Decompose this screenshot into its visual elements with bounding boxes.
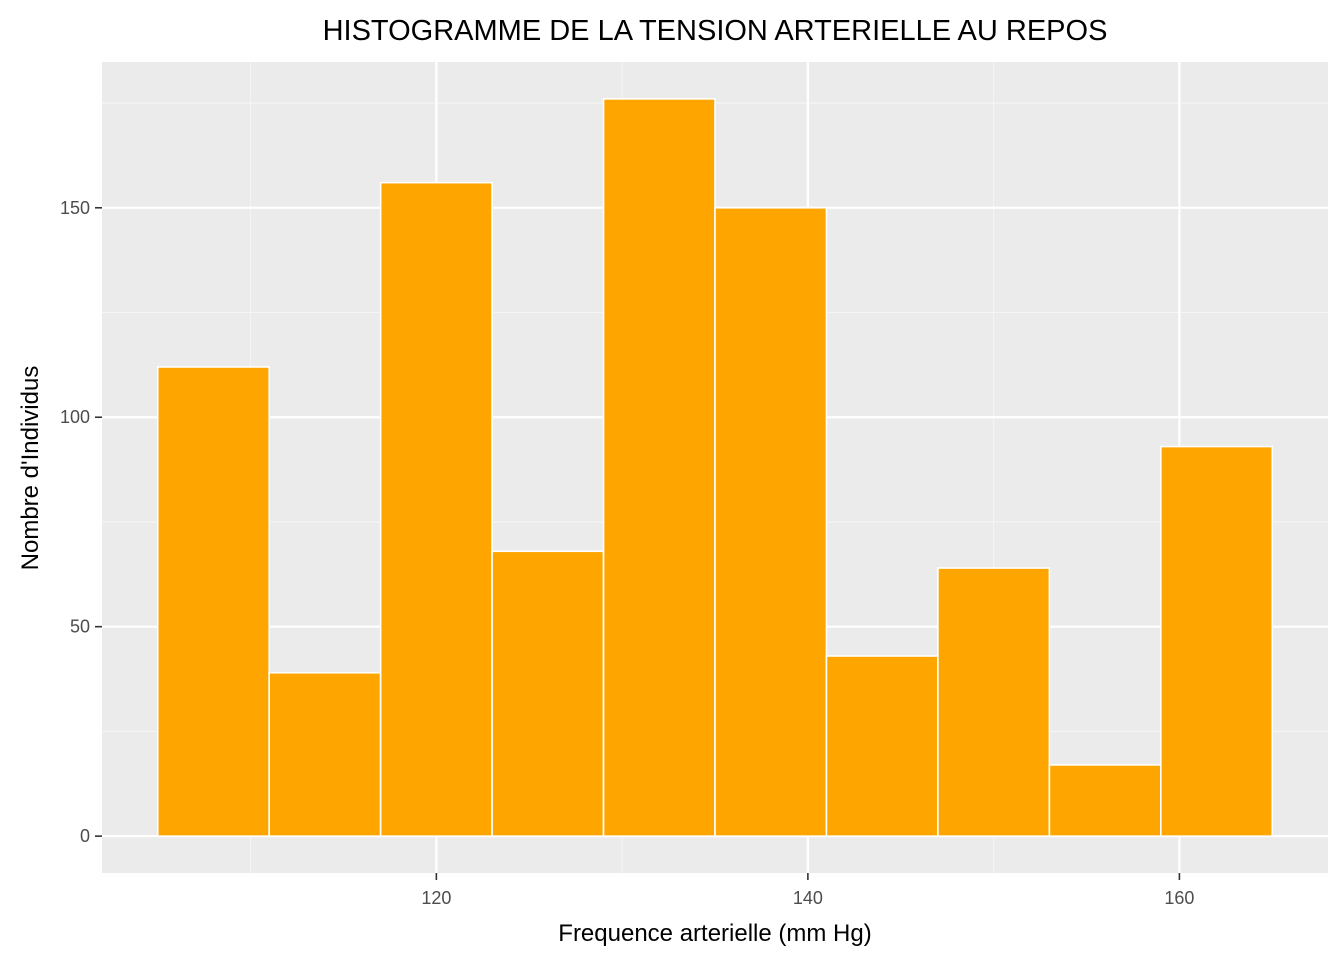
histogram-bar — [268, 671, 382, 837]
y-tick-label: 100 — [60, 407, 90, 427]
histogram-bar — [491, 550, 605, 837]
histogram-bar — [937, 567, 1051, 837]
histogram-bars — [156, 98, 1274, 837]
chart-title: HISTOGRAMME DE LA TENSION ARTERIELLE AU … — [323, 15, 1108, 47]
x-tick-label: 140 — [793, 888, 823, 908]
histogram-bar — [825, 655, 939, 837]
x-tick-label: 120 — [421, 888, 451, 908]
histogram-bar — [602, 98, 716, 837]
histogram-bar — [1048, 764, 1162, 837]
x-axis-ticks: 120 140 160 — [421, 873, 1194, 908]
histogram-bar — [1160, 445, 1274, 837]
y-tick-label: 50 — [70, 617, 90, 637]
histogram-bar — [714, 206, 828, 837]
histogram-bar — [156, 366, 270, 837]
y-tick-label: 0 — [80, 826, 90, 846]
y-axis-title: Nombre d'Individus — [17, 366, 44, 571]
x-tick-label: 160 — [1164, 888, 1194, 908]
histogram-bar — [379, 181, 493, 837]
y-tick-label: 150 — [60, 198, 90, 218]
y-axis-ticks: 0 50 100 150 — [60, 198, 102, 846]
x-axis-title: Frequence arterielle (mm Hg) — [558, 920, 871, 947]
